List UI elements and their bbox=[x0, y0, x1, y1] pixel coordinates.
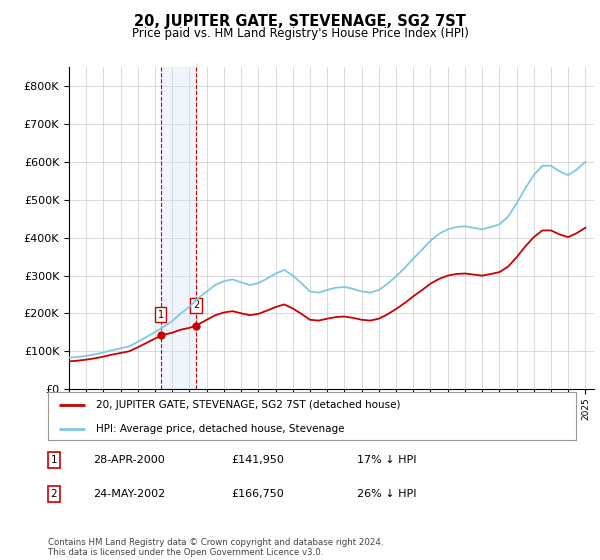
Text: Price paid vs. HM Land Registry's House Price Index (HPI): Price paid vs. HM Land Registry's House … bbox=[131, 27, 469, 40]
Text: 2: 2 bbox=[193, 300, 199, 310]
Text: 28-APR-2000: 28-APR-2000 bbox=[93, 455, 165, 465]
Text: 20, JUPITER GATE, STEVENAGE, SG2 7ST: 20, JUPITER GATE, STEVENAGE, SG2 7ST bbox=[134, 14, 466, 29]
Text: 26% ↓ HPI: 26% ↓ HPI bbox=[357, 489, 416, 499]
Text: £166,750: £166,750 bbox=[231, 489, 284, 499]
Text: Contains HM Land Registry data © Crown copyright and database right 2024.
This d: Contains HM Land Registry data © Crown c… bbox=[48, 538, 383, 557]
Text: £141,950: £141,950 bbox=[231, 455, 284, 465]
Text: 20, JUPITER GATE, STEVENAGE, SG2 7ST (detached house): 20, JUPITER GATE, STEVENAGE, SG2 7ST (de… bbox=[95, 400, 400, 410]
Bar bbox=[161, 67, 196, 389]
Text: 2: 2 bbox=[50, 489, 58, 499]
Text: 17% ↓ HPI: 17% ↓ HPI bbox=[357, 455, 416, 465]
Text: 1: 1 bbox=[50, 455, 58, 465]
Text: HPI: Average price, detached house, Stevenage: HPI: Average price, detached house, Stev… bbox=[95, 424, 344, 434]
Text: 24-MAY-2002: 24-MAY-2002 bbox=[93, 489, 165, 499]
Text: 1: 1 bbox=[158, 310, 164, 320]
